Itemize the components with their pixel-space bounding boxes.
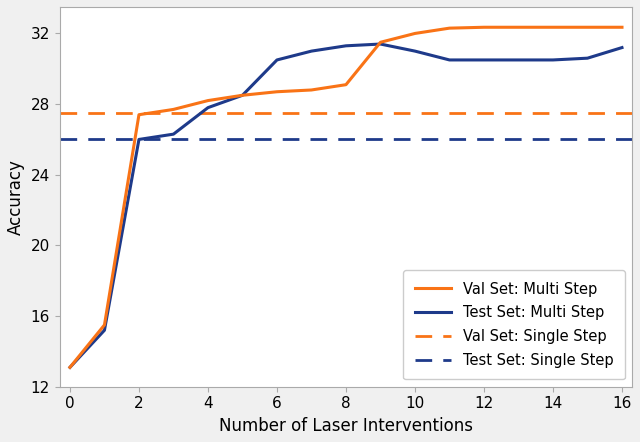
- Test Set: Multi Step: (4, 27.8): Multi Step: (4, 27.8): [204, 105, 212, 110]
- Val Set: Multi Step: (3, 27.7): Multi Step: (3, 27.7): [170, 107, 177, 112]
- Val Set: Multi Step: (15, 32.4): Multi Step: (15, 32.4): [584, 25, 591, 30]
- Test Set: Multi Step: (10, 31): Multi Step: (10, 31): [411, 49, 419, 54]
- Val Set: Multi Step: (14, 32.4): Multi Step: (14, 32.4): [549, 25, 557, 30]
- Test Set: Multi Step: (15, 30.6): Multi Step: (15, 30.6): [584, 56, 591, 61]
- Val Set: Multi Step: (13, 32.4): Multi Step: (13, 32.4): [515, 25, 522, 30]
- Test Set: Multi Step: (7, 31): Multi Step: (7, 31): [308, 49, 316, 54]
- Test Set: Single Step: (1, 26): Single Step: (1, 26): [100, 137, 108, 142]
- Val Set: Multi Step: (8, 29.1): Multi Step: (8, 29.1): [342, 82, 350, 88]
- Test Set: Single Step: (0, 26): Single Step: (0, 26): [66, 137, 74, 142]
- Test Set: Multi Step: (5, 28.5): Multi Step: (5, 28.5): [239, 93, 246, 98]
- Val Set: Multi Step: (1, 15.5): Multi Step: (1, 15.5): [100, 322, 108, 328]
- Val Set: Multi Step: (6, 28.7): Multi Step: (6, 28.7): [273, 89, 281, 95]
- Val Set: Multi Step: (11, 32.3): Multi Step: (11, 32.3): [445, 26, 453, 31]
- Line: Val Set: Multi Step: Val Set: Multi Step: [70, 27, 622, 367]
- Val Set: Multi Step: (4, 28.2): Multi Step: (4, 28.2): [204, 98, 212, 103]
- Val Set: Multi Step: (10, 32): Multi Step: (10, 32): [411, 31, 419, 36]
- Test Set: Multi Step: (8, 31.3): Multi Step: (8, 31.3): [342, 43, 350, 49]
- Test Set: Multi Step: (11, 30.5): Multi Step: (11, 30.5): [445, 57, 453, 63]
- Test Set: Multi Step: (16, 31.2): Multi Step: (16, 31.2): [618, 45, 626, 50]
- Val Set: Multi Step: (2, 27.4): Multi Step: (2, 27.4): [135, 112, 143, 118]
- X-axis label: Number of Laser Interventions: Number of Laser Interventions: [219, 417, 473, 435]
- Test Set: Multi Step: (6, 30.5): Multi Step: (6, 30.5): [273, 57, 281, 63]
- Val Set: Multi Step: (7, 28.8): Multi Step: (7, 28.8): [308, 88, 316, 93]
- Val Set: Multi Step: (9, 31.5): Multi Step: (9, 31.5): [376, 40, 384, 45]
- Val Set: Multi Step: (5, 28.5): Multi Step: (5, 28.5): [239, 93, 246, 98]
- Test Set: Multi Step: (12, 30.5): Multi Step: (12, 30.5): [480, 57, 488, 63]
- Val Set: Single Step: (1, 27.5): Single Step: (1, 27.5): [100, 110, 108, 116]
- Val Set: Multi Step: (16, 32.4): Multi Step: (16, 32.4): [618, 25, 626, 30]
- Test Set: Multi Step: (13, 30.5): Multi Step: (13, 30.5): [515, 57, 522, 63]
- Val Set: Single Step: (0, 27.5): Single Step: (0, 27.5): [66, 110, 74, 116]
- Val Set: Multi Step: (0, 13.1): Multi Step: (0, 13.1): [66, 365, 74, 370]
- Val Set: Multi Step: (12, 32.4): Multi Step: (12, 32.4): [480, 25, 488, 30]
- Test Set: Multi Step: (14, 30.5): Multi Step: (14, 30.5): [549, 57, 557, 63]
- Line: Test Set: Multi Step: Test Set: Multi Step: [70, 44, 622, 367]
- Test Set: Multi Step: (3, 26.3): Multi Step: (3, 26.3): [170, 131, 177, 137]
- Legend: Val Set: Multi Step, Test Set: Multi Step, Val Set: Single Step, Test Set: Singl: Val Set: Multi Step, Test Set: Multi Ste…: [403, 270, 625, 380]
- Test Set: Multi Step: (2, 26): Multi Step: (2, 26): [135, 137, 143, 142]
- Test Set: Multi Step: (9, 31.4): Multi Step: (9, 31.4): [376, 42, 384, 47]
- Test Set: Multi Step: (1, 15.2): Multi Step: (1, 15.2): [100, 328, 108, 333]
- Y-axis label: Accuracy: Accuracy: [7, 159, 25, 235]
- Test Set: Multi Step: (0, 13.1): Multi Step: (0, 13.1): [66, 365, 74, 370]
